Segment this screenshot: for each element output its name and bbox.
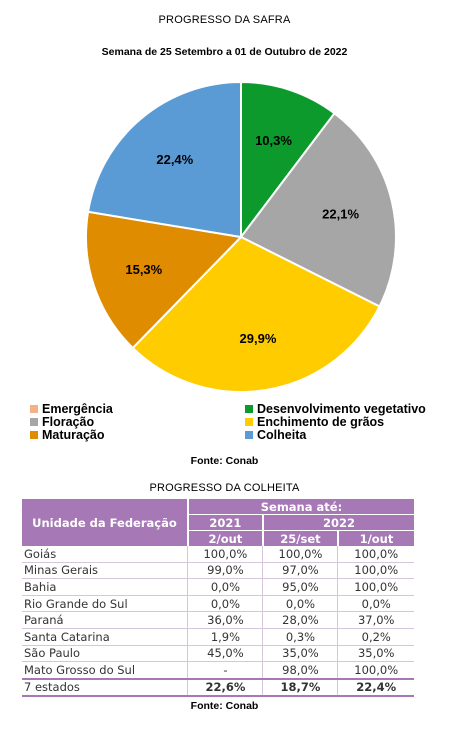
value-cell: 95,0%: [262, 578, 339, 596]
value-cell: -: [187, 661, 264, 680]
value-cell: 0,0%: [187, 595, 264, 613]
uf-cell: Bahia: [22, 578, 189, 596]
table-row: Santa Catarina 1,9% 0,3% 0,2%: [22, 628, 414, 646]
value-cell: 37,0%: [337, 611, 414, 629]
value-cell: 1,9%: [187, 628, 264, 646]
table-title: PROGRESSO DA COLHEITA: [149, 482, 300, 494]
legend-swatch: [245, 431, 253, 439]
value-cell: 99,0%: [187, 562, 264, 580]
table-total-row: 7 estados 22,6% 18,7% 22,4%: [22, 677, 414, 697]
pie-slice-2: [239, 111, 397, 308]
uf-cell: Minas Gerais: [22, 562, 189, 580]
legend-item: Emergência: [30, 402, 113, 416]
slice-label-5: 22,4%: [156, 152, 193, 167]
value-cell: 0,0%: [187, 578, 264, 596]
table-row: Paraná 36,0% 28,0% 37,0%: [22, 611, 414, 629]
chart-subtitle: Semana de 25 Setembro a 01 de Outubro de…: [101, 46, 348, 58]
value-cell: 36,0%: [187, 611, 264, 629]
header-year-2022: 2022: [262, 514, 414, 531]
legend-swatch: [30, 405, 38, 413]
legend-item: Maturação: [30, 428, 105, 442]
chart-title: PROGRESSO DA SAFRA: [158, 14, 291, 26]
value-cell: 97,0%: [262, 562, 339, 580]
legend-item: Floração: [30, 415, 94, 429]
slice-label-1: 10,3%: [255, 133, 292, 148]
value-cell: 100,0%: [337, 661, 414, 680]
pie-slice-4: [85, 210, 244, 350]
legend-label: Colheita: [257, 428, 307, 442]
table-row: Minas Gerais 99,0% 97,0% 100,0%: [22, 562, 414, 580]
uf-cell: Mato Grosso do Sul: [22, 661, 189, 680]
legend-swatch: [30, 418, 38, 426]
uf-cell: Santa Catarina: [22, 628, 189, 646]
table-row: Bahia 0,0% 95,0% 100,0%: [22, 578, 414, 596]
value-cell: 100,0%: [337, 562, 414, 580]
legend-label: Desenvolvimento vegetativo: [257, 402, 426, 416]
legend-item: Desenvolvimento vegetativo: [245, 402, 426, 416]
pie-slice-1: [240, 80, 336, 240]
total-value: 22,6%: [187, 677, 264, 697]
table-row: Goiás 100,0% 100,0% 100,0%: [22, 546, 414, 563]
harvest-table: Unidade da Federação Semana até: 2021 20…: [22, 499, 414, 697]
header-col2: 25/set: [262, 530, 339, 546]
value-cell: 45,0%: [187, 645, 264, 663]
value-cell: 100,0%: [187, 546, 264, 563]
total-value: 18,7%: [262, 677, 339, 697]
legend-swatch: [245, 418, 253, 426]
value-cell: 98,0%: [262, 661, 339, 680]
legend-swatch: [245, 405, 253, 413]
legend-label: Maturação: [42, 428, 105, 442]
pie-chart: 10,3% 22,1% 29,9% 15,3% 22,4%: [85, 80, 397, 393]
header-col1: 2/out: [187, 530, 264, 546]
uf-cell: Paraná: [22, 611, 189, 629]
table-source: Fonte: Conab: [190, 700, 259, 712]
header-unit: Unidade da Federação: [22, 499, 189, 546]
slice-label-2: 22,1%: [322, 207, 359, 222]
legend-label: Emergência: [42, 402, 113, 416]
value-cell: 100,0%: [262, 546, 339, 563]
header-col3: 1/out: [337, 530, 414, 546]
pie-slice-3: [131, 235, 381, 393]
value-cell: 28,0%: [262, 611, 339, 629]
legend-item: Enchimento de grãos: [245, 415, 384, 429]
header-week: Semana até:: [187, 499, 414, 515]
value-cell: 0,2%: [337, 628, 414, 646]
legend-label: Enchimento de grãos: [257, 415, 385, 429]
value-cell: 100,0%: [337, 546, 414, 563]
uf-cell: Rio Grande do Sul: [22, 595, 189, 613]
header-year-2021: 2021: [187, 514, 264, 531]
slice-label-3: 29,9%: [240, 331, 277, 346]
table-row: Mato Grosso do Sul -98,0% 100,0%: [22, 661, 414, 680]
table-row: Rio Grande do Sul 0,0% 0,0% 0,0%: [22, 595, 414, 613]
table-row: São Paulo 45,0% 35,0% 35,0%: [22, 645, 414, 663]
total-value: 22,4%: [337, 677, 414, 697]
value-cell: 35,0%: [337, 645, 414, 663]
value-cell: 0,0%: [337, 595, 414, 613]
legend-swatch: [30, 431, 38, 439]
chart-source: Fonte: Conab: [190, 455, 259, 467]
legend-item: Colheita: [245, 428, 306, 442]
uf-cell: Goiás: [22, 546, 189, 563]
uf-cell: São Paulo: [22, 645, 189, 663]
total-label: 7 estados: [22, 677, 189, 697]
value-cell: 100,0%: [337, 578, 414, 596]
value-cell: 0,3%: [262, 628, 339, 646]
value-cell: 0,0%: [262, 595, 339, 613]
pie-slice-5: [86, 80, 242, 239]
legend-label: Floração: [42, 415, 95, 429]
value-cell: 35,0%: [262, 645, 339, 663]
slice-label-4: 15,3%: [125, 262, 162, 277]
